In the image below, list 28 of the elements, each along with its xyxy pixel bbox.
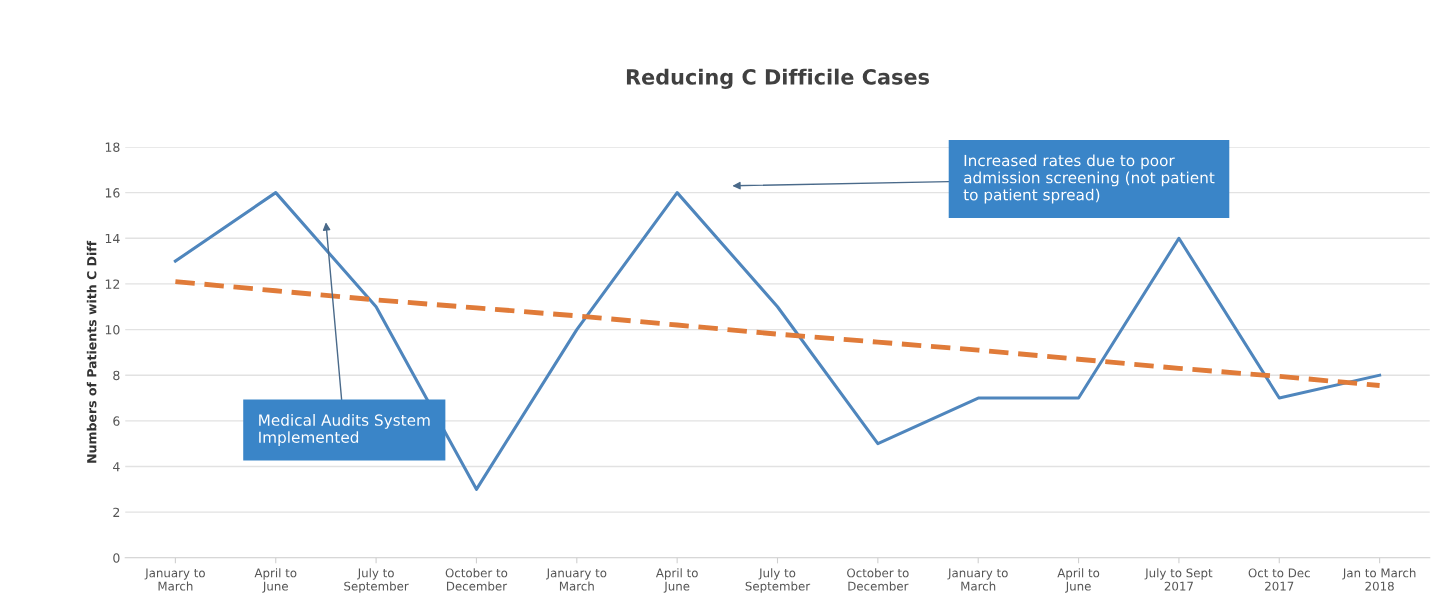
chart-title: Reducing C Difficile Cases [626, 68, 929, 89]
x-tick-label: January to March [144, 568, 205, 591]
annotation: Medical Audits System Implemented [259, 414, 430, 446]
y-tick-label: 4 [113, 462, 120, 472]
x-tick-label: July to September [344, 568, 409, 593]
x-tick-label: January to March [947, 568, 1008, 591]
x-tick-label: July to Sept 2017 [1144, 568, 1213, 591]
y-tick-label: 10 [105, 325, 120, 335]
x-tick-label: Oct to Dec 2017 [1248, 568, 1310, 591]
y-tick-label: 2 [113, 507, 120, 517]
x-tick-label: April to June [655, 568, 698, 593]
y-tick-label: 12 [105, 279, 120, 289]
y-axis-title: Numbers of Patients with C Diff [86, 240, 97, 463]
y-tick-label: 16 [105, 188, 120, 198]
y-tick-label: 0 [113, 553, 120, 563]
x-tick-label: April to June [254, 568, 297, 593]
line-series [172, 279, 1383, 388]
annotation: Increased rates due to poor admission screening (not patient to patient spread) [963, 154, 1215, 204]
y-tick-label: 8 [113, 370, 120, 381]
x-tick-label: July to September [745, 568, 811, 593]
x-tick-label: October to December [445, 568, 508, 591]
y-tick-label: 18 [105, 142, 120, 152]
y-tick-label: 6 [113, 416, 120, 426]
x-tick-label: October to December [847, 568, 909, 591]
y-tick-label: 14 [105, 233, 120, 244]
x-tick-label: January to March [546, 568, 607, 591]
x-tick-label: Jan to March 2018 [1342, 568, 1416, 591]
x-tick-label: April to June [1057, 568, 1100, 593]
